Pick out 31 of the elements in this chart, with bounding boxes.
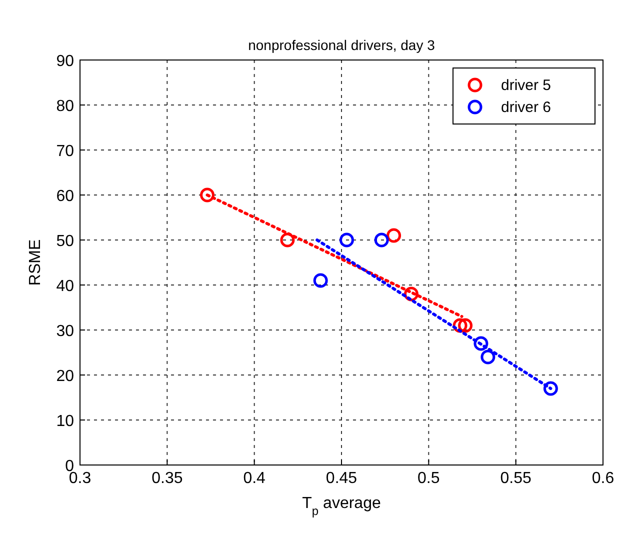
point — [480, 350, 496, 364]
point — [386, 228, 402, 243]
x-tick-label: 0.3 — [68, 470, 92, 487]
point — [458, 318, 473, 333]
legend-label: driver 6 — [501, 99, 552, 116]
point — [543, 381, 558, 396]
y-tick-label: 10 — [56, 413, 74, 430]
legend-label: driver 5 — [501, 77, 552, 94]
y-tick-label: 40 — [56, 278, 74, 295]
y-tick-label: 30 — [56, 323, 74, 340]
point — [339, 232, 354, 248]
x-axis-title: T$_{p}$ average — [302, 495, 381, 518]
x-tick-label: 0.5 — [418, 470, 440, 487]
y-tick-label: 80 — [56, 98, 74, 115]
point — [200, 188, 215, 202]
y-tick-label: 50 — [56, 233, 74, 250]
y-tick-label: 20 — [56, 368, 74, 385]
point — [280, 232, 295, 248]
y-tick-label: 60 — [56, 188, 74, 205]
y-axis-title: RSME — [27, 239, 44, 286]
x-tick-label: 0.35 — [152, 470, 183, 487]
chart-title: nonprofessional drivers, day 3 — [248, 37, 436, 53]
y-tick-label: 90 — [56, 53, 74, 70]
x-tick-label: 0.6 — [592, 470, 614, 487]
point — [313, 273, 328, 288]
x-tick-label: 0.55 — [500, 470, 532, 487]
point — [374, 232, 389, 248]
y-tick-label: 70 — [56, 143, 74, 160]
x-tick-label: 0.4 — [243, 470, 266, 487]
x-tick-label: 0.45 — [326, 470, 358, 487]
point — [474, 336, 488, 351]
